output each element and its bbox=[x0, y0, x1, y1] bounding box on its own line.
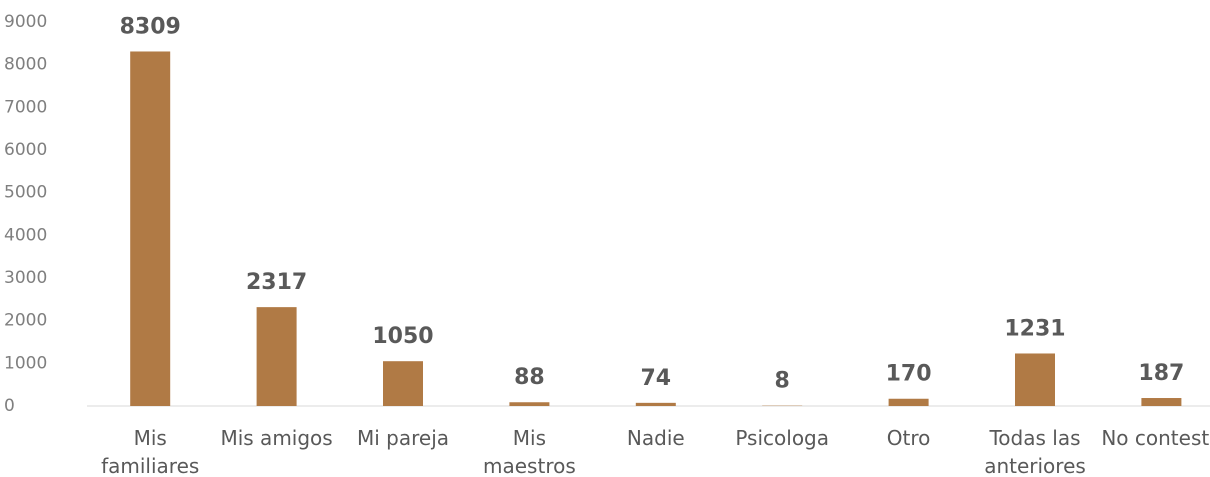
y-tick-label: 1000 bbox=[4, 353, 47, 373]
x-tick-label: Otro bbox=[886, 426, 931, 450]
bar bbox=[256, 307, 297, 406]
bar bbox=[383, 361, 423, 406]
value-label: 1231 bbox=[1004, 316, 1065, 341]
y-tick-label: 9000 bbox=[4, 12, 47, 32]
value-label: 8309 bbox=[120, 14, 181, 39]
value-label: 1050 bbox=[372, 324, 433, 349]
bar bbox=[1141, 398, 1182, 406]
y-tick-label: 8000 bbox=[4, 55, 47, 75]
x-tick-label: Mi pareja bbox=[356, 426, 450, 450]
x-tick-label: Psicologa bbox=[735, 426, 830, 450]
y-tick-label: 2000 bbox=[4, 311, 47, 331]
bar bbox=[130, 51, 171, 406]
bar bbox=[509, 402, 550, 406]
bar bbox=[635, 402, 676, 406]
value-label: 88 bbox=[514, 365, 545, 390]
y-tick-label: 4000 bbox=[4, 225, 47, 245]
y-tick-label: 0 bbox=[4, 396, 15, 416]
x-tick-label: Todas las anteriores bbox=[984, 426, 1086, 477]
value-label: 2317 bbox=[246, 270, 307, 295]
x-tick-label: Mis familiares bbox=[101, 426, 200, 477]
y-tick-label: 5000 bbox=[4, 183, 47, 203]
y-tick-label: 3000 bbox=[4, 268, 47, 288]
y-tick-label: 7000 bbox=[4, 97, 47, 117]
x-tick-label: Nadie bbox=[626, 426, 685, 450]
x-tick-label: Mis amigos bbox=[220, 426, 333, 450]
x-tick-label: Mis maestros bbox=[483, 426, 576, 477]
bar bbox=[1015, 353, 1055, 406]
value-label: 74 bbox=[640, 366, 671, 391]
value-label: 8 bbox=[775, 369, 790, 394]
value-label: 170 bbox=[886, 362, 932, 387]
x-tick-label: No contesto bbox=[1101, 426, 1210, 450]
value-label: 187 bbox=[1138, 361, 1184, 386]
y-tick-label: 6000 bbox=[4, 140, 47, 160]
bar bbox=[888, 398, 929, 406]
